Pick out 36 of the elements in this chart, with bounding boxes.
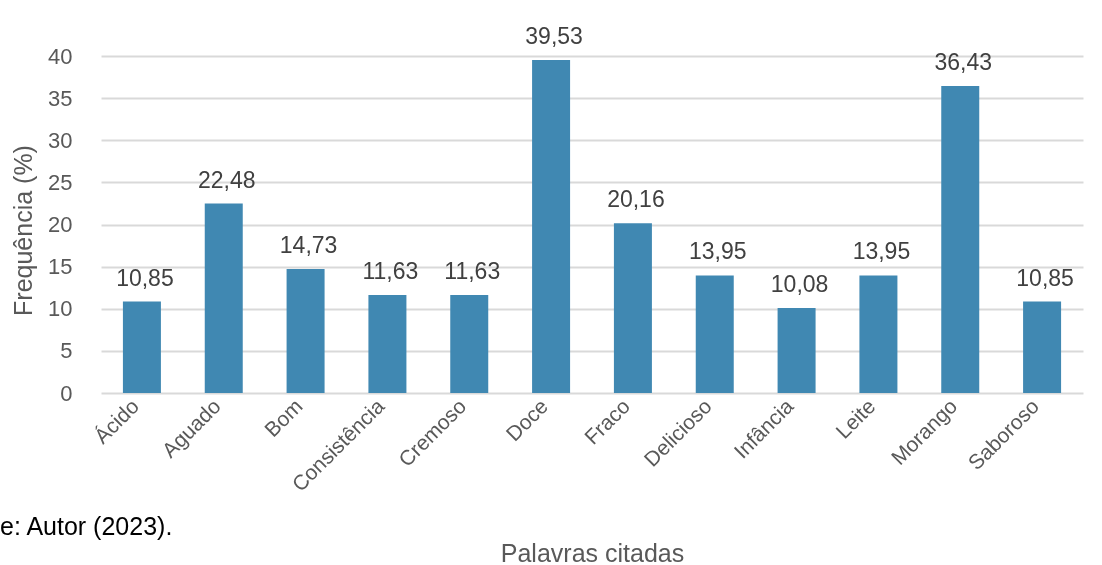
data-label: 11,63 (444, 258, 501, 285)
bar (941, 86, 980, 393)
y-tick-label: 15 (48, 254, 73, 280)
data-label: 10,08 (770, 271, 829, 298)
bar (286, 268, 325, 393)
x-axis-title: Palavras citadas (500, 538, 685, 565)
bar (450, 295, 489, 393)
data-label: 20,16 (607, 186, 665, 213)
bar (368, 295, 407, 393)
y-tick-label: 0 (60, 380, 73, 406)
text: e: Autor (2023). (0, 512, 173, 540)
y-tick-label: 25 (48, 169, 73, 195)
bar (122, 301, 161, 393)
data-label: 22,48 (197, 166, 256, 193)
y-tick-label: 35 (48, 85, 73, 111)
y-tick-label: 5 (60, 338, 73, 364)
data-label: 10,85 (116, 264, 174, 291)
data-label: 13,95 (852, 238, 911, 265)
bar (532, 59, 571, 393)
bar (613, 223, 652, 393)
y-axis-title: Frequência (%) (8, 145, 37, 316)
bar (204, 203, 243, 393)
bar (859, 275, 898, 393)
y-tick-label: 20 (48, 212, 73, 237)
y-tick-label: 30 (48, 127, 73, 153)
y-tick-label: 10 (48, 296, 73, 322)
data-label: 11,63 (362, 258, 419, 285)
data-label: 36,43 (934, 49, 993, 76)
bar (1023, 301, 1062, 393)
data-label: 13,95 (688, 238, 747, 265)
data-label: 10,85 (1016, 264, 1074, 291)
bar (695, 275, 734, 393)
data-label: 14,73 (279, 231, 338, 258)
data-label: 39,53 (525, 22, 583, 49)
y-tick-label: 40 (48, 43, 73, 69)
bar (777, 308, 816, 393)
